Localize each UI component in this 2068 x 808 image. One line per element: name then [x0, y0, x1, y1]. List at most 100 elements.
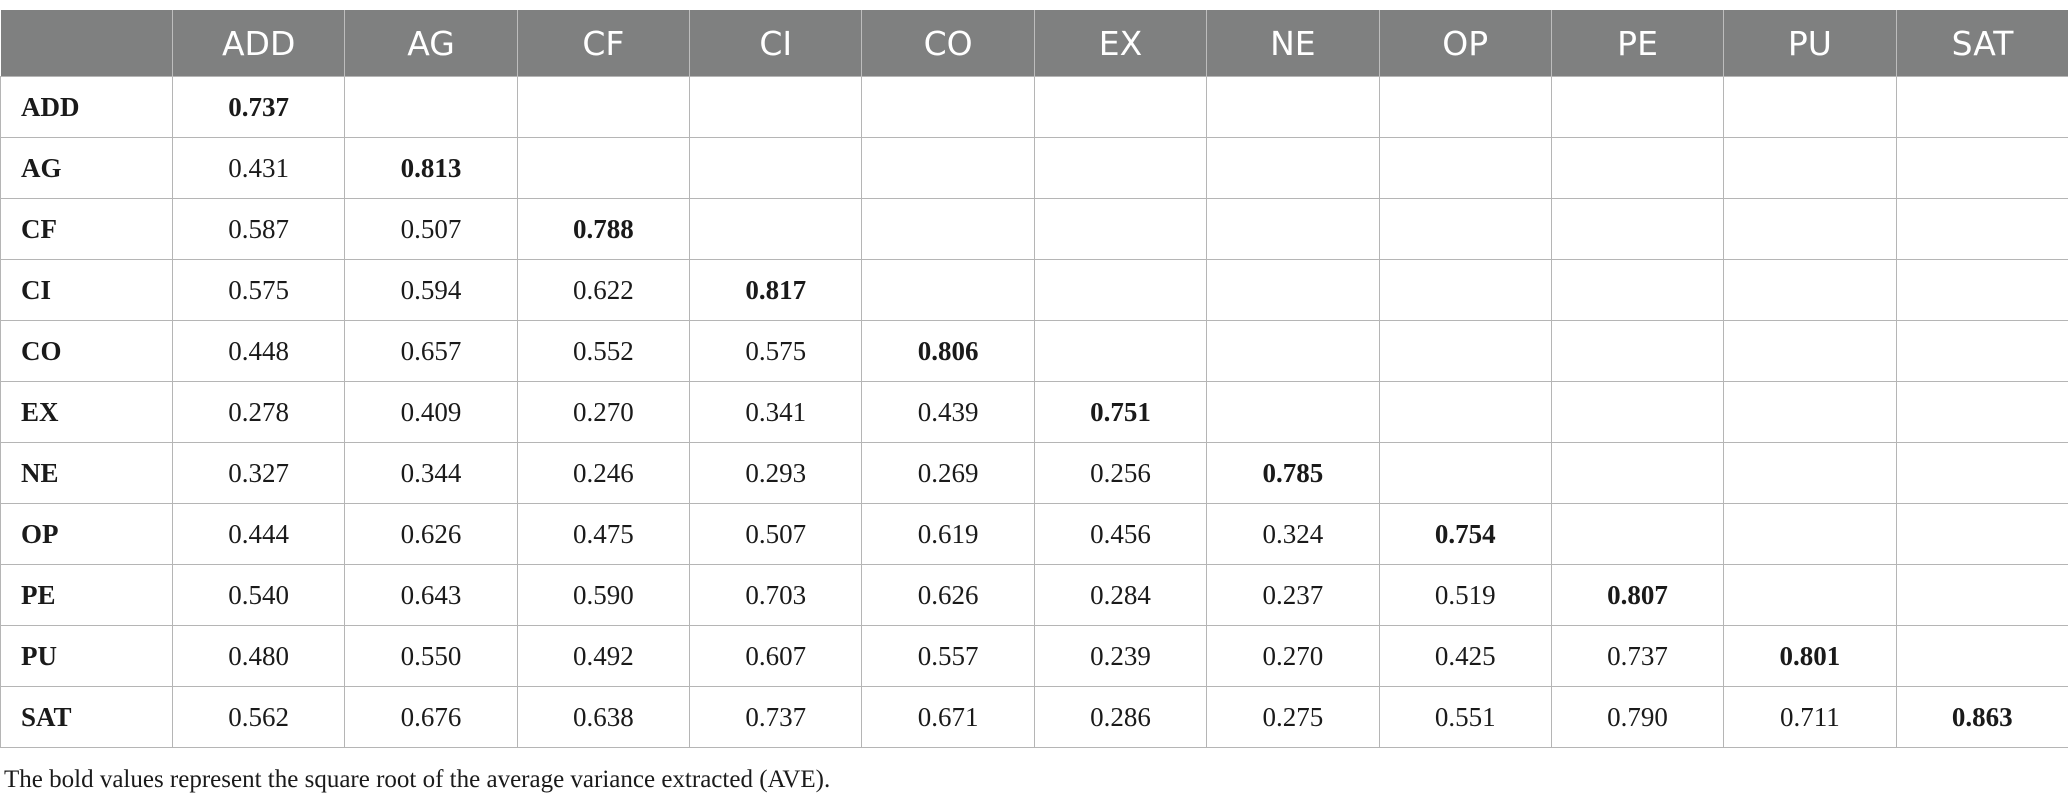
row-label: PE — [0, 564, 173, 626]
empty-cell — [1895, 137, 2068, 199]
row-label: EX — [0, 381, 173, 443]
row-label: CO — [0, 320, 173, 382]
correlation-cell: 0.344 — [344, 442, 518, 504]
empty-cell — [1895, 381, 2068, 443]
empty-cell — [1723, 564, 1897, 626]
correlation-cell: 0.480 — [171, 625, 346, 687]
empty-cell — [1895, 76, 2068, 138]
correlation-cell: 0.270 — [516, 381, 691, 443]
correlation-cell: 0.275 — [1206, 686, 1380, 748]
column-header: CO — [861, 10, 1035, 77]
empty-cell — [861, 76, 1035, 138]
empty-cell — [1378, 76, 1552, 138]
row-label: CF — [0, 198, 173, 260]
diagonal-ave-cell: 0.754 — [1378, 503, 1552, 565]
table-row: CI 0.575 0.594 0.622 0.817 — [0, 259, 2068, 321]
empty-cell — [1723, 259, 1897, 321]
empty-cell — [1378, 381, 1552, 443]
column-header: NE — [1206, 10, 1380, 77]
correlation-cell: 0.550 — [344, 625, 518, 687]
correlation-cell: 0.626 — [861, 564, 1035, 626]
diagonal-ave-cell: 0.737 — [171, 76, 346, 138]
correlation-cell: 0.444 — [171, 503, 346, 565]
table-row: CO 0.448 0.657 0.552 0.575 0.806 — [0, 320, 2068, 382]
correlation-cell: 0.638 — [516, 686, 691, 748]
correlation-cell: 0.619 — [861, 503, 1035, 565]
correlation-cell: 0.703 — [689, 564, 863, 626]
correlation-cell: 0.671 — [861, 686, 1035, 748]
empty-cell — [1550, 259, 1725, 321]
empty-cell — [1895, 259, 2068, 321]
correlation-cell: 0.246 — [516, 442, 691, 504]
correlation-cell: 0.507 — [344, 198, 518, 260]
table-row: SAT 0.562 0.676 0.638 0.737 0.671 0.286 0.275 0.… — [0, 686, 2068, 748]
row-label: OP — [0, 503, 173, 565]
empty-cell — [1033, 137, 1208, 199]
correlation-cell: 0.278 — [171, 381, 346, 443]
row-label: ADD — [0, 76, 173, 138]
header-corner-cell — [0, 10, 173, 77]
correlation-cell: 0.551 — [1378, 686, 1552, 748]
empty-cell — [1550, 320, 1725, 382]
row-label: CI — [0, 259, 173, 321]
empty-cell — [1895, 442, 2068, 504]
empty-cell — [1033, 320, 1208, 382]
empty-cell — [1895, 198, 2068, 260]
table-footnote: The bold values represent the square roo… — [4, 766, 831, 793]
column-header: ADD — [171, 10, 345, 77]
empty-cell — [1206, 381, 1380, 443]
correlation-cell: 0.269 — [861, 442, 1035, 504]
empty-cell — [1723, 503, 1897, 565]
correlation-cell: 0.711 — [1723, 686, 1897, 748]
table-row: CF 0.587 0.507 0.788 — [0, 198, 2068, 260]
empty-cell — [1033, 198, 1208, 260]
correlation-cell: 0.557 — [861, 625, 1035, 687]
correlation-cell: 0.622 — [516, 259, 691, 321]
column-header: PE — [1550, 10, 1724, 77]
header-row: ADD AG CF CI CO EX NE OP PE PU SAT — [0, 10, 2068, 77]
empty-cell — [861, 259, 1035, 321]
table-header: ADD AG CF CI CO EX NE OP PE PU SAT — [0, 10, 2068, 77]
table-row: PE 0.540 0.643 0.590 0.703 0.626 0.284 0.237 0.5… — [0, 564, 2068, 626]
correlation-cell: 0.456 — [1033, 503, 1208, 565]
empty-cell — [689, 198, 863, 260]
table-row: OP 0.444 0.626 0.475 0.507 0.619 0.456 0.324 0.7… — [0, 503, 2068, 565]
empty-cell — [1378, 442, 1552, 504]
correlation-table-container: ADD AG CF CI CO EX NE OP PE PU SAT ADD 0.… — [0, 10, 2068, 748]
correlation-cell: 0.448 — [171, 320, 346, 382]
column-header: SAT — [1895, 10, 2068, 77]
row-label: NE — [0, 442, 173, 504]
correlation-cell: 0.341 — [689, 381, 863, 443]
empty-cell — [1895, 503, 2068, 565]
empty-cell — [1378, 320, 1552, 382]
table-row: AG 0.431 0.813 — [0, 137, 2068, 199]
empty-cell — [1206, 76, 1380, 138]
correlation-cell: 0.492 — [516, 625, 691, 687]
diagonal-ave-cell: 0.863 — [1895, 686, 2068, 748]
correlation-cell: 0.643 — [344, 564, 518, 626]
table-row: ADD 0.737 — [0, 76, 2068, 138]
empty-cell — [1895, 564, 2068, 626]
correlation-cell: 0.626 — [344, 503, 518, 565]
correlation-cell: 0.607 — [689, 625, 863, 687]
empty-cell — [516, 76, 691, 138]
column-header: CI — [689, 10, 862, 77]
empty-cell — [1723, 381, 1897, 443]
correlation-cell: 0.562 — [171, 686, 346, 748]
empty-cell — [861, 198, 1035, 260]
correlation-cell: 0.507 — [689, 503, 863, 565]
correlation-cell: 0.256 — [1033, 442, 1208, 504]
empty-cell — [1378, 137, 1552, 199]
empty-cell — [1550, 198, 1725, 260]
correlation-cell: 0.409 — [344, 381, 518, 443]
correlation-cell: 0.737 — [689, 686, 863, 748]
empty-cell — [1895, 320, 2068, 382]
empty-cell — [344, 76, 518, 138]
diagonal-ave-cell: 0.788 — [516, 198, 691, 260]
empty-cell — [1206, 320, 1380, 382]
correlation-cell: 0.425 — [1378, 625, 1552, 687]
table-row: NE 0.327 0.344 0.246 0.293 0.269 0.256 0.785 — [0, 442, 2068, 504]
empty-cell — [1723, 320, 1897, 382]
correlation-cell: 0.594 — [344, 259, 518, 321]
empty-cell — [1206, 198, 1380, 260]
